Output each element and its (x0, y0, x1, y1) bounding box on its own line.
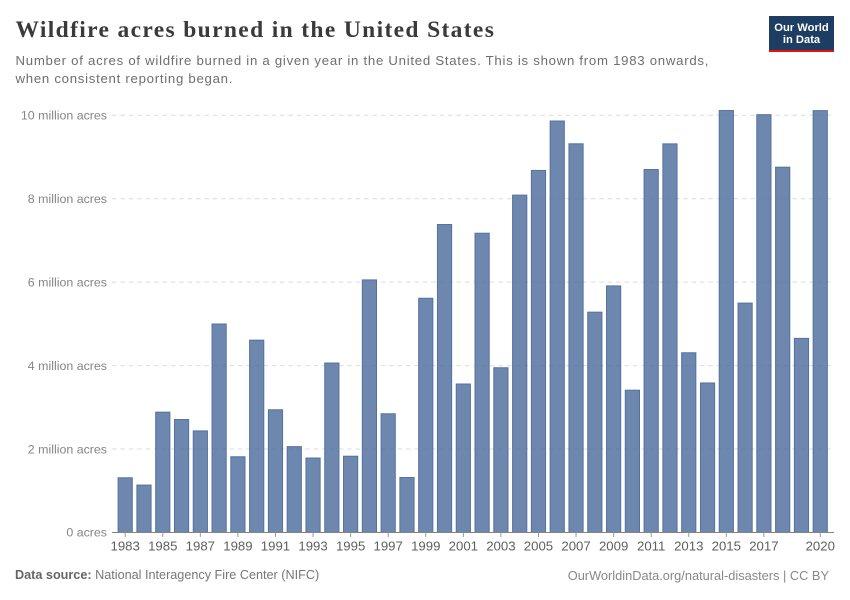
svg-text:1997: 1997 (374, 538, 403, 553)
svg-text:1985: 1985 (148, 538, 177, 553)
svg-text:1987: 1987 (186, 538, 215, 553)
svg-text:8 million acres: 8 million acres (28, 192, 107, 206)
svg-text:2009: 2009 (599, 538, 628, 553)
svg-text:10 million acres: 10 million acres (21, 108, 107, 122)
svg-text:2015: 2015 (712, 538, 741, 553)
svg-text:2020: 2020 (806, 538, 835, 553)
svg-text:2011: 2011 (637, 538, 665, 553)
svg-text:2017: 2017 (749, 538, 778, 553)
svg-text:2 million acres: 2 million acres (28, 442, 107, 456)
svg-text:1999: 1999 (411, 538, 440, 553)
svg-text:2007: 2007 (561, 538, 590, 553)
svg-text:1983: 1983 (111, 538, 140, 553)
svg-text:4 million acres: 4 million acres (28, 359, 107, 373)
svg-text:1991: 1991 (261, 538, 290, 553)
svg-text:2013: 2013 (674, 538, 703, 553)
svg-text:1989: 1989 (223, 538, 252, 553)
svg-text:2001: 2001 (449, 538, 478, 553)
svg-text:2005: 2005 (524, 538, 553, 553)
svg-text:1995: 1995 (336, 538, 365, 553)
svg-text:1993: 1993 (298, 538, 327, 553)
svg-text:6 million acres: 6 million acres (28, 275, 107, 289)
svg-text:0 acres: 0 acres (66, 526, 107, 540)
svg-text:2003: 2003 (486, 538, 515, 553)
